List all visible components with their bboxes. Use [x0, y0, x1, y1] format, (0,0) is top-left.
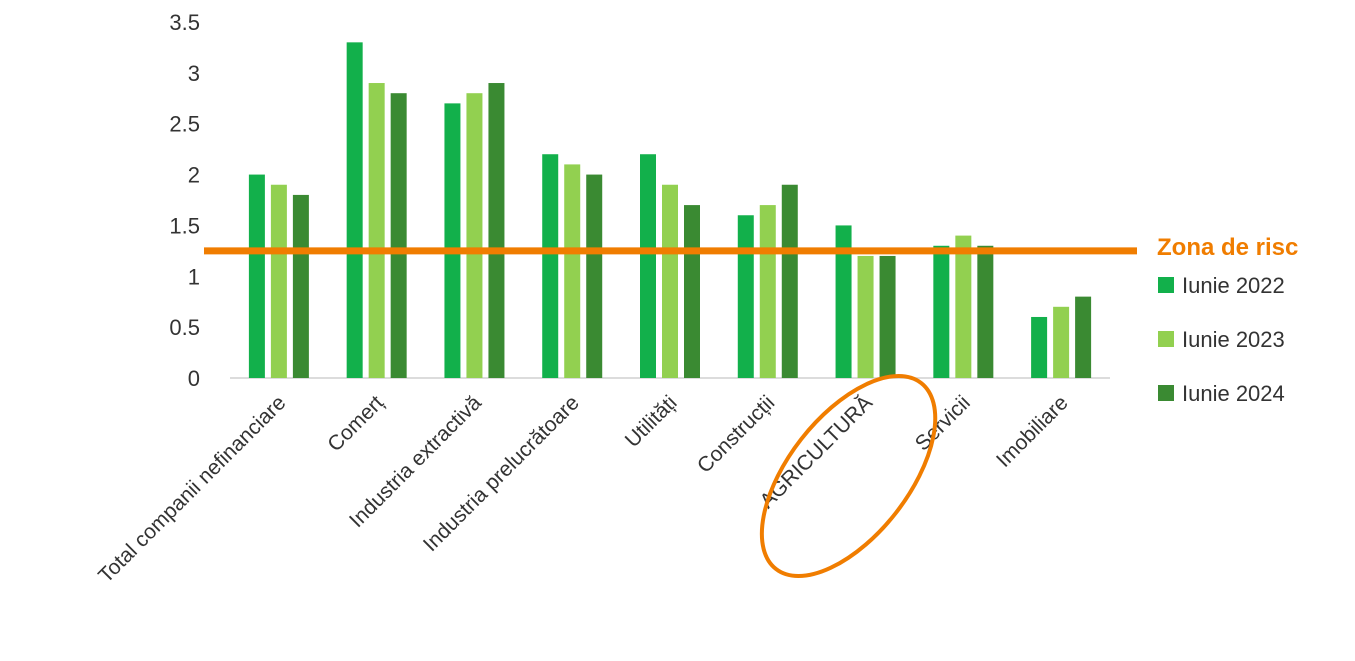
bar [1053, 306, 1070, 378]
bar [586, 174, 603, 378]
bar [248, 174, 265, 378]
bar [737, 215, 754, 378]
bar [781, 184, 798, 378]
bar [444, 103, 461, 378]
y-tick-label: 0 [188, 366, 200, 391]
bar [640, 154, 656, 378]
category-label: Total companii nefinanciare [94, 391, 290, 587]
bar [542, 154, 559, 378]
bar [662, 184, 678, 378]
category-label: Utilități [621, 391, 682, 452]
bar [368, 83, 385, 379]
bar [835, 225, 852, 378]
bar [977, 245, 994, 378]
bar [564, 164, 581, 378]
risk-zone-label: Zona de risc [1157, 234, 1298, 261]
y-tick-label: 3 [188, 61, 200, 86]
bar [759, 205, 776, 378]
bar [933, 245, 950, 378]
legend-swatch [1158, 331, 1174, 347]
bar [346, 42, 363, 378]
category-label: Imobiliare [992, 391, 1073, 472]
bar [879, 255, 896, 378]
category-label: Comerț [323, 391, 388, 456]
category-label: Servicii [911, 391, 975, 455]
bar [1075, 296, 1092, 378]
highlight-ellipse [759, 373, 938, 579]
legend-swatch [1158, 277, 1174, 293]
y-tick-label: 1.5 [169, 213, 200, 238]
legend-label: Iunie 2024 [1182, 381, 1285, 406]
bar [955, 235, 972, 378]
bar [857, 255, 874, 378]
bar [390, 93, 407, 378]
bar [466, 93, 483, 378]
legend-label: Iunie 2022 [1182, 273, 1285, 298]
bar [684, 205, 700, 378]
bar [270, 184, 287, 378]
bar [292, 194, 309, 378]
y-tick-label: 1 [188, 264, 200, 289]
legend-swatch [1158, 385, 1174, 401]
y-tick-label: 2.5 [169, 112, 200, 137]
y-tick-label: 0.5 [169, 315, 200, 340]
bar [488, 83, 505, 379]
category-label: Construcții [693, 391, 779, 477]
legend-label: Iunie 2023 [1182, 327, 1285, 352]
y-tick-label: 2 [188, 163, 200, 188]
y-tick-label: 3.5 [169, 10, 200, 35]
bar [1031, 316, 1048, 378]
